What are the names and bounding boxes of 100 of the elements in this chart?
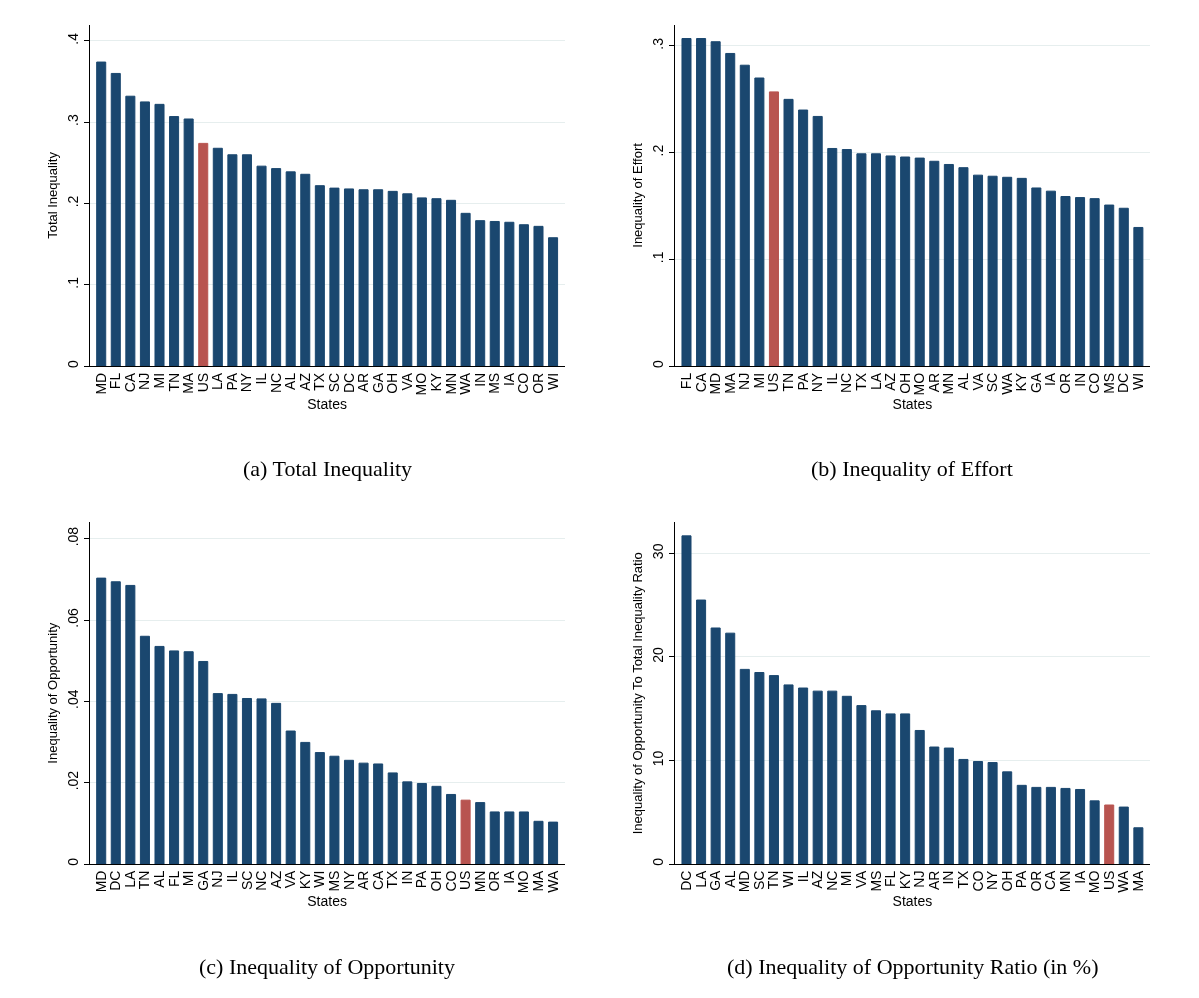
bar bbox=[710, 41, 721, 367]
bar bbox=[1104, 204, 1115, 367]
bar bbox=[169, 116, 180, 367]
x-tick-label: IN bbox=[940, 870, 957, 885]
bar bbox=[1060, 196, 1071, 367]
bar bbox=[416, 782, 427, 864]
x-tick-label: OH bbox=[998, 870, 1015, 892]
bar bbox=[841, 149, 852, 367]
x-tick-label: NC bbox=[253, 870, 270, 891]
x-tick-label: CA bbox=[121, 372, 138, 393]
bar bbox=[900, 713, 911, 864]
x-tick-label: LA bbox=[209, 372, 226, 390]
bar bbox=[900, 156, 911, 367]
bar bbox=[812, 115, 823, 367]
x-tick-label: GA bbox=[194, 869, 211, 891]
bar bbox=[154, 645, 165, 864]
x-tick-label: TX bbox=[852, 372, 869, 391]
x-tick-label: US bbox=[457, 870, 474, 891]
x-tick-label: MD bbox=[707, 372, 724, 395]
bar bbox=[885, 713, 896, 864]
bar bbox=[314, 752, 325, 864]
x-tick-label: MN bbox=[471, 870, 488, 893]
x-tick-label: GA bbox=[707, 869, 724, 891]
bar bbox=[460, 799, 471, 864]
bar bbox=[1060, 787, 1071, 864]
x-tick-label: MN bbox=[940, 372, 957, 395]
bar bbox=[139, 635, 150, 864]
bar bbox=[489, 220, 500, 367]
bar bbox=[943, 747, 954, 864]
x-tick-label: AR bbox=[355, 372, 372, 393]
bar bbox=[548, 821, 559, 864]
x-tick-label: PA bbox=[413, 869, 430, 889]
x-tick-label: MD bbox=[92, 372, 109, 395]
bar bbox=[1133, 226, 1144, 367]
bar bbox=[402, 193, 413, 367]
x-tick-label: CO bbox=[515, 372, 532, 394]
y-axis-title: Inequality of Effort bbox=[630, 142, 646, 248]
x-tick-label: LA bbox=[121, 869, 138, 888]
x-tick-label: NC bbox=[823, 870, 840, 891]
bar bbox=[725, 52, 736, 367]
bar bbox=[489, 811, 500, 864]
x-tick-label: MI bbox=[750, 372, 767, 389]
x-tick-label: TN bbox=[165, 372, 182, 392]
x-tick-label: WI bbox=[544, 372, 561, 390]
x-tick-label: WI bbox=[780, 870, 797, 888]
bar bbox=[1089, 800, 1100, 864]
bar bbox=[914, 157, 925, 367]
x-tick-label: NC bbox=[267, 372, 284, 394]
x-axis-title: States bbox=[892, 395, 933, 412]
x-tick-label: PA bbox=[794, 372, 811, 391]
bar bbox=[256, 165, 267, 367]
y-tick-label: 0 bbox=[650, 360, 667, 369]
x-axis-title: States bbox=[307, 893, 347, 910]
y-tick-label: 30 bbox=[650, 543, 667, 560]
x-tick-label: MI bbox=[151, 372, 168, 389]
x-tick-label: MO bbox=[515, 870, 532, 894]
x-tick-label: AL bbox=[954, 372, 971, 390]
x-tick-label: CA bbox=[1042, 869, 1059, 891]
x-tick-label: MI bbox=[180, 870, 197, 887]
bar bbox=[1031, 786, 1042, 864]
bar bbox=[241, 154, 252, 367]
bar bbox=[300, 173, 311, 367]
bar bbox=[475, 220, 486, 367]
bar bbox=[798, 687, 809, 864]
bar bbox=[183, 118, 194, 367]
y-tick-label: .3 bbox=[650, 37, 667, 50]
bar bbox=[241, 697, 252, 864]
bar bbox=[783, 98, 794, 367]
x-tick-label: AR bbox=[925, 870, 942, 891]
bar bbox=[518, 811, 529, 864]
bar bbox=[358, 762, 369, 864]
y-tick-label: .4 bbox=[64, 32, 81, 45]
y-tick-label: .3 bbox=[64, 114, 81, 126]
x-tick-label: TX bbox=[311, 372, 328, 391]
bar bbox=[271, 168, 282, 367]
bar bbox=[812, 690, 823, 864]
bar bbox=[958, 167, 969, 367]
x-tick-label: OH bbox=[384, 372, 401, 394]
x-tick-label: IN bbox=[1071, 372, 1088, 387]
bar bbox=[1045, 190, 1056, 367]
x-tick-label: TN bbox=[780, 372, 797, 392]
bar bbox=[154, 103, 165, 367]
bar bbox=[96, 61, 107, 367]
x-tick-label: TX bbox=[384, 869, 401, 889]
bar bbox=[725, 632, 736, 864]
y-tick-label: .04 bbox=[64, 689, 81, 709]
x-tick-label: US bbox=[1100, 870, 1117, 891]
bar bbox=[1045, 786, 1056, 864]
x-tick-label: SC bbox=[238, 870, 255, 891]
y-tick-label: .08 bbox=[64, 526, 81, 547]
x-tick-label: WA bbox=[457, 372, 474, 395]
bar bbox=[387, 190, 398, 367]
bar bbox=[841, 695, 852, 864]
bar bbox=[681, 535, 692, 864]
bar bbox=[533, 820, 544, 864]
x-tick-label: PA bbox=[1013, 869, 1030, 889]
bar bbox=[183, 651, 194, 864]
x-tick-label: MN bbox=[1057, 870, 1074, 893]
bar bbox=[533, 225, 544, 367]
y-tick-label: 20 bbox=[650, 646, 667, 663]
